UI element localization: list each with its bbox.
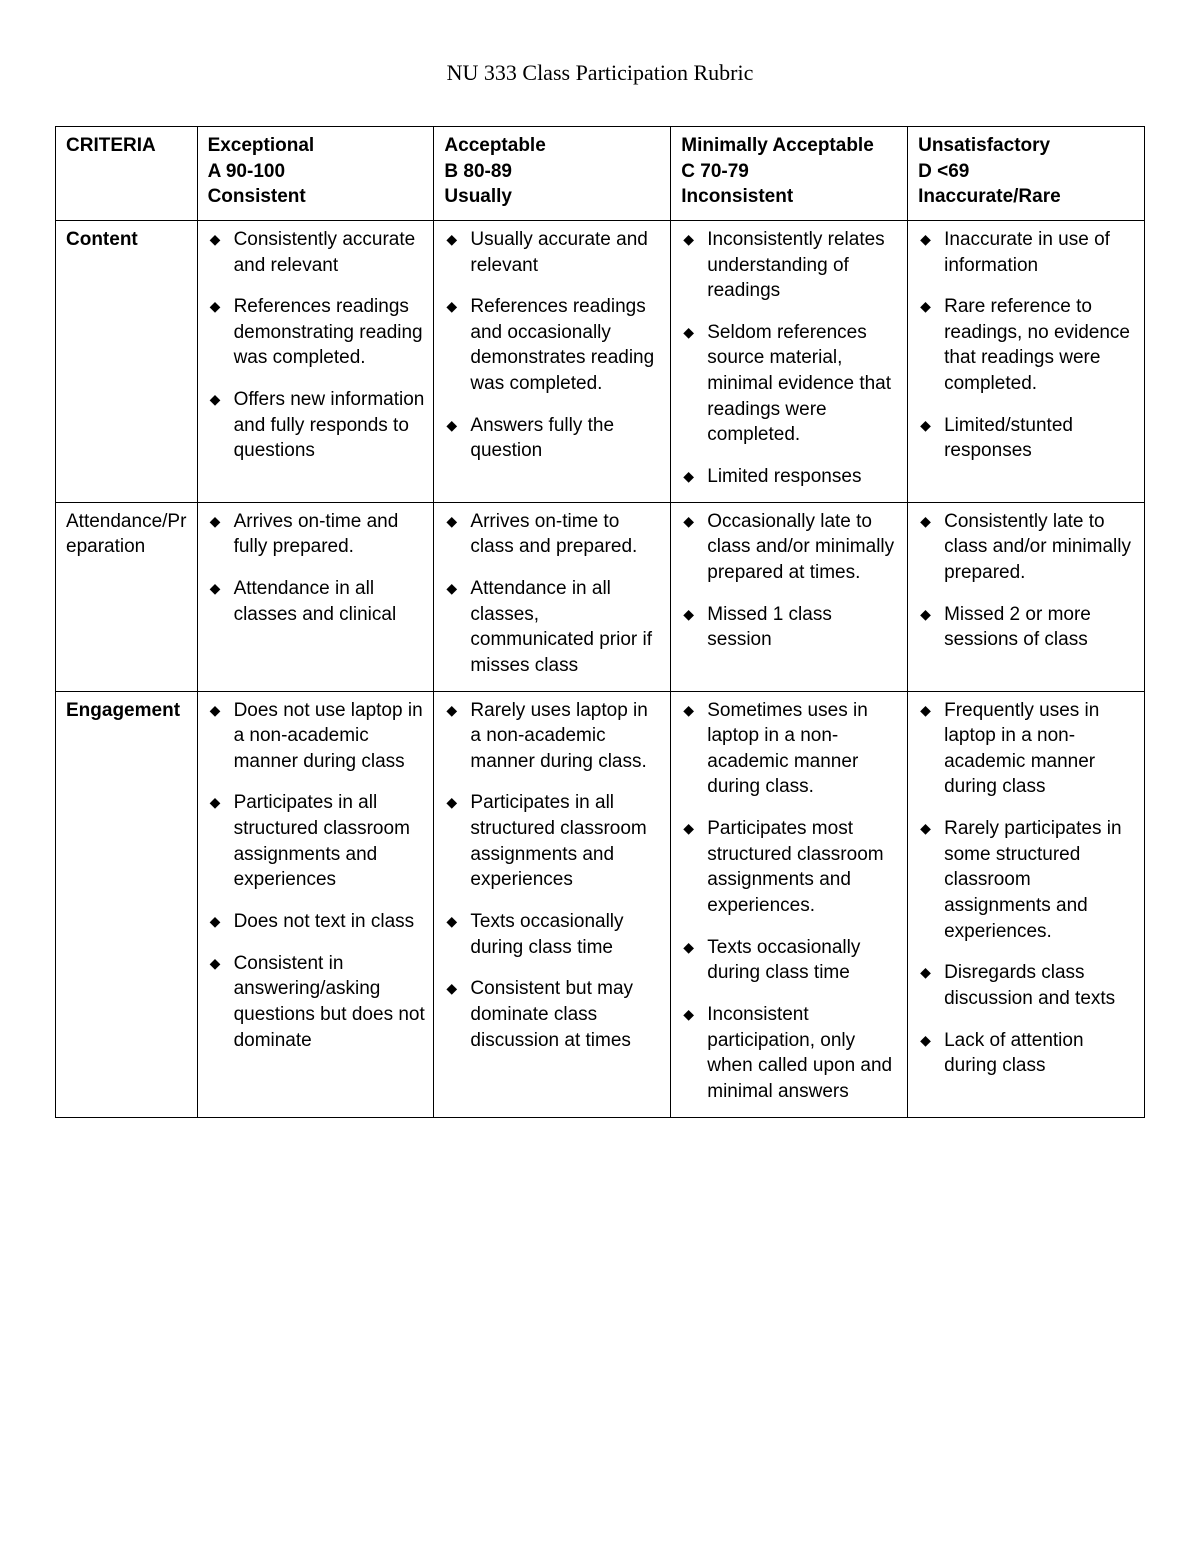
bullet-list: Usually accurate and relevant References … — [444, 227, 662, 464]
rubric-cell: Consistently accurate and relevant Refere… — [197, 220, 434, 502]
list-item: Inconsistent participation, only when ca… — [681, 1002, 899, 1105]
table-row: Attendance/Preparation Arrives on-time an… — [56, 502, 1145, 691]
bullet-list: Occasionally late to class and/or minima… — [681, 509, 899, 653]
list-item: Missed 1 class session — [681, 602, 899, 653]
list-item: Offers new information and fully respond… — [208, 387, 426, 464]
bullet-list: Frequently uses in laptop in a non-acade… — [918, 698, 1136, 1079]
list-item: Inconsistently relates understanding of … — [681, 227, 899, 304]
list-item: Consistently late to class and/or minima… — [918, 509, 1136, 586]
bullet-list: Arrives on-time to class and prepared. At… — [444, 509, 662, 679]
list-item: Does not text in class — [208, 909, 426, 935]
bullet-list: Does not use laptop in a non-academic ma… — [208, 698, 426, 1054]
rubric-table: CRITERIA Exceptional A 90-100 Consistent… — [55, 126, 1145, 1118]
list-item: Arrives on-time to class and prepared. — [444, 509, 662, 560]
criteria-label: Content — [66, 229, 138, 250]
rubric-cell: Frequently uses in laptop in a non-acade… — [908, 691, 1145, 1117]
list-item: Missed 2 or more sessions of class — [918, 602, 1136, 653]
list-item: Consistent but may dominate class discus… — [444, 976, 662, 1053]
list-item: Texts occasionally during class time — [681, 935, 899, 986]
rubric-cell: Inconsistently relates understanding of … — [671, 220, 908, 502]
list-item: Rare reference to readings, no evidence … — [918, 294, 1136, 397]
table-row: Engagement Does not use laptop in a non-a… — [56, 691, 1145, 1117]
level-grade: A 90-100 — [208, 159, 426, 185]
bullet-list: Arrives on-time and fully prepared. Atten… — [208, 509, 426, 628]
list-item: Participates most structured classroom a… — [681, 816, 899, 919]
level-grade: B 80-89 — [444, 159, 662, 185]
list-item: Attendance in all classes and clinical — [208, 576, 426, 627]
header-level-acceptable: Acceptable B 80-89 Usually — [434, 127, 671, 221]
list-item: Consistent in answering/asking questions… — [208, 951, 426, 1054]
header-level-minimally: Minimally Acceptable C 70-79 Inconsisten… — [671, 127, 908, 221]
level-descriptor: Inconsistent — [681, 184, 899, 210]
bullet-list: Consistently late to class and/or minima… — [918, 509, 1136, 653]
header-level-unsatisfactory: Unsatisfactory D <69 Inaccurate/Rare — [908, 127, 1145, 221]
list-item: Limited responses — [681, 464, 899, 490]
list-item: References readings demonstrating readin… — [208, 294, 426, 371]
list-item: Rarely uses laptop in a non-academic man… — [444, 698, 662, 775]
list-item: Participates in all structured classroom… — [444, 790, 662, 893]
list-item: Does not use laptop in a non-academic ma… — [208, 698, 426, 775]
rubric-cell: Sometimes uses in laptop in a non-academ… — [671, 691, 908, 1117]
rubric-cell: Arrives on-time to class and prepared. At… — [434, 502, 671, 691]
level-grade: C 70-79 — [681, 159, 899, 185]
list-item: Limited/stunted responses — [918, 413, 1136, 464]
header-level-exceptional: Exceptional A 90-100 Consistent — [197, 127, 434, 221]
list-item: Consistently accurate and relevant — [208, 227, 426, 278]
level-name: Exceptional — [208, 133, 426, 159]
level-descriptor: Usually — [444, 184, 662, 210]
level-descriptor: Consistent — [208, 184, 426, 210]
criteria-cell: Engagement — [56, 691, 198, 1117]
list-item: Texts occasionally during class time — [444, 909, 662, 960]
bullet-list: Sometimes uses in laptop in a non-academ… — [681, 698, 899, 1105]
list-item: Disregards class discussion and texts — [918, 960, 1136, 1011]
rubric-cell: Arrives on-time and fully prepared. Atten… — [197, 502, 434, 691]
criteria-label: Engagement — [66, 700, 180, 721]
table-row: Content Consistently accurate and relevan… — [56, 220, 1145, 502]
list-item: References readings and occasionally dem… — [444, 294, 662, 397]
list-item: Arrives on-time and fully prepared. — [208, 509, 426, 560]
list-item: Seldom references source material, minim… — [681, 320, 899, 448]
list-item: Inaccurate in use of information — [918, 227, 1136, 278]
list-item: Rarely participates in some structured c… — [918, 816, 1136, 944]
header-criteria: CRITERIA — [56, 127, 198, 221]
rubric-cell: Consistently late to class and/or minima… — [908, 502, 1145, 691]
rubric-body: Content Consistently accurate and relevan… — [56, 220, 1145, 1117]
rubric-cell: Occasionally late to class and/or minima… — [671, 502, 908, 691]
level-descriptor: Inaccurate/Rare — [918, 184, 1136, 210]
criteria-cell: Content — [56, 220, 198, 502]
level-name: Acceptable — [444, 133, 662, 159]
list-item: Lack of attention during class — [918, 1028, 1136, 1079]
bullet-list: Inconsistently relates understanding of … — [681, 227, 899, 490]
list-item: Sometimes uses in laptop in a non-academ… — [681, 698, 899, 801]
list-item: Frequently uses in laptop in a non-acade… — [918, 698, 1136, 801]
bullet-list: Consistently accurate and relevant Refere… — [208, 227, 426, 464]
rubric-cell: Usually accurate and relevant References … — [434, 220, 671, 502]
criteria-label: Attendance/Preparation — [66, 511, 186, 558]
list-item: Answers fully the question — [444, 413, 662, 464]
bullet-list: Rarely uses laptop in a non-academic man… — [444, 698, 662, 1054]
rubric-cell: Does not use laptop in a non-academic ma… — [197, 691, 434, 1117]
level-grade: D <69 — [918, 159, 1136, 185]
rubric-cell: Inaccurate in use of information Rare ref… — [908, 220, 1145, 502]
list-item: Attendance in all classes, communicated … — [444, 576, 662, 679]
bullet-list: Inaccurate in use of information Rare ref… — [918, 227, 1136, 464]
rubric-cell: Rarely uses laptop in a non-academic man… — [434, 691, 671, 1117]
list-item: Occasionally late to class and/or minima… — [681, 509, 899, 586]
table-header-row: CRITERIA Exceptional A 90-100 Consistent… — [56, 127, 1145, 221]
criteria-cell: Attendance/Preparation — [56, 502, 198, 691]
list-item: Participates in all structured classroom… — [208, 790, 426, 893]
page-title: NU 333 Class Participation Rubric — [55, 60, 1145, 86]
level-name: Unsatisfactory — [918, 133, 1136, 159]
level-name: Minimally Acceptable — [681, 133, 899, 159]
list-item: Usually accurate and relevant — [444, 227, 662, 278]
